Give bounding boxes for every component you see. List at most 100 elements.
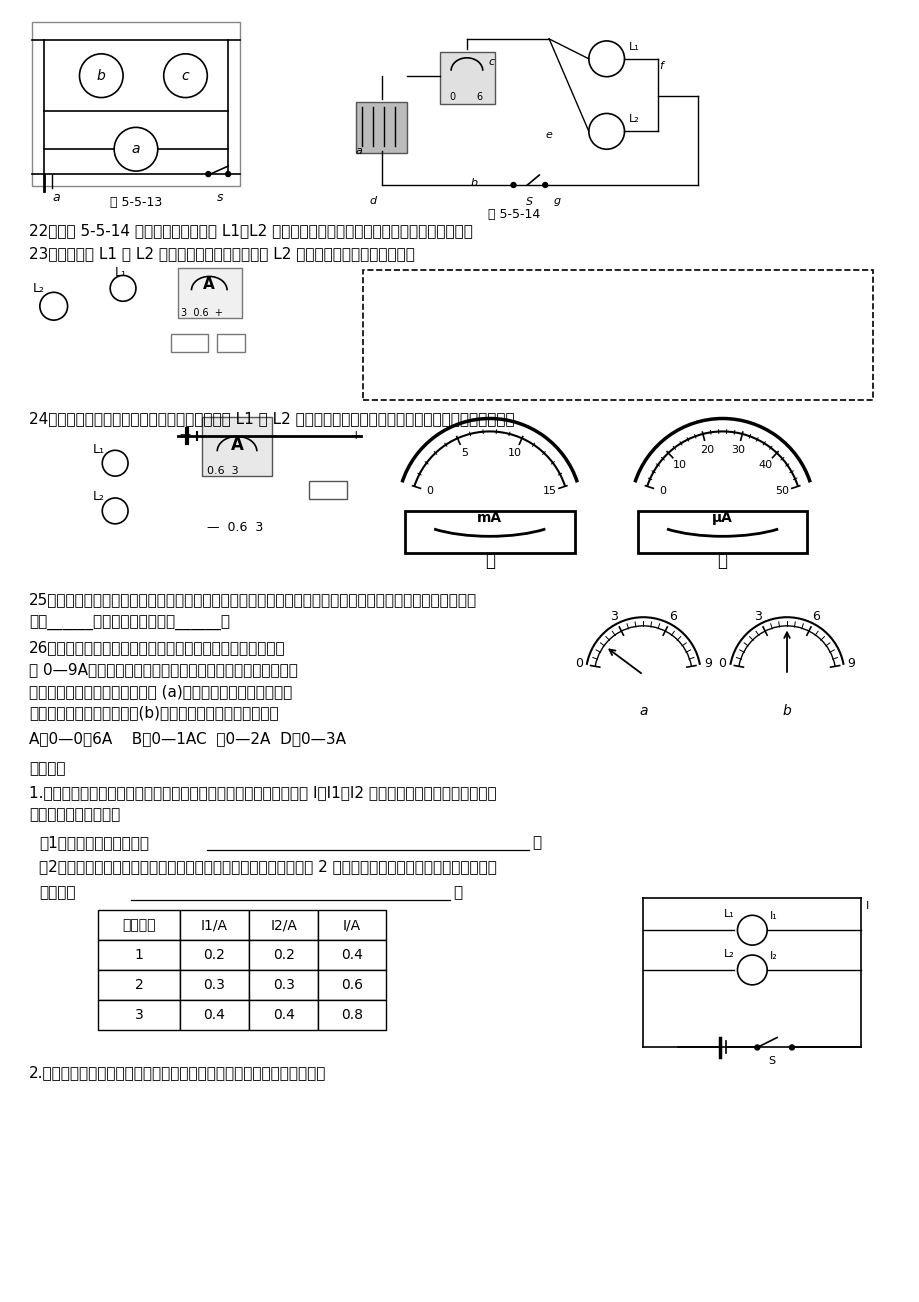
Bar [637,510,807,553]
Text: 图 5-5-13: 图 5-5-13 [109,195,162,208]
Text: 1.某同学进行了如下实验：根据右图连接好实物，用电流表分别测出 I、I1、I2 的电流，改变电源电压，重复实: 1.某同学进行了如下实验：根据右图连接好实物，用电流表分别测出 I、I1、I2 … [28,785,496,801]
Text: 22．如图 5-5-14 所示是用电流表测灯 L1、L2 的总电流，电路连接是否正确？若不对，请改正．: 22．如图 5-5-14 所示是用电流表测灯 L1、L2 的总电流，电路连接是否… [28,223,472,238]
Text: 0.2: 0.2 [272,948,294,962]
Circle shape [737,915,766,945]
Text: c: c [181,69,189,83]
Bar [318,1000,385,1030]
Text: 3: 3 [134,1008,143,1022]
Bar [217,335,244,352]
Text: 30: 30 [731,445,744,454]
Text: s: s [217,191,223,204]
Bar [179,1000,249,1030]
Circle shape [754,1046,759,1049]
Bar [249,940,318,970]
Bar [249,970,318,1000]
Text: 0.2: 0.2 [203,948,225,962]
Bar [32,22,240,186]
Circle shape [79,53,123,98]
Bar [202,417,271,477]
Text: 3: 3 [609,609,618,622]
Text: 验，记录数据如下表。: 验，记录数据如下表。 [28,807,120,822]
Text: 0.6: 0.6 [341,978,363,992]
Text: d: d [369,195,376,206]
Text: L₁: L₁ [115,266,127,279]
Bar [179,910,249,940]
Text: 23．如图，把 L1 和 L2 连成并联电路，用电流表测 L2 的电流，并画出它的电路图。: 23．如图，把 L1 和 L2 连成并联电路，用电流表测 L2 的电流，并画出它… [28,246,414,262]
Text: L₂: L₂ [92,491,104,504]
Text: 0.4: 0.4 [203,1008,225,1022]
Circle shape [110,276,136,301]
Text: g: g [553,195,560,206]
Text: 0.4: 0.4 [272,1008,294,1022]
Text: 实验探究: 实验探究 [28,762,65,776]
Text: A: A [203,277,215,292]
Text: 50: 50 [775,487,789,496]
Text: 0: 0 [659,487,665,496]
Circle shape [206,172,210,177]
Text: 0.3: 0.3 [272,978,294,992]
Text: 0.8: 0.8 [341,1008,363,1022]
Circle shape [102,497,128,523]
Text: 15: 15 [541,487,556,496]
Bar [98,940,179,970]
Text: 0.3: 0.3 [203,978,225,992]
Text: 图 5-5-14: 图 5-5-14 [488,208,540,221]
Circle shape [588,40,624,77]
Text: L₁: L₁ [723,909,733,919]
Text: L₂: L₂ [723,949,733,960]
Text: e: e [545,130,552,141]
Text: a: a [131,142,140,156]
Bar [170,335,208,352]
Text: 25．如图的两个电流表的刻度盘可能你没有见过，但只要仔细观察，你一定能读出它们的示数。甲电流表的示: 25．如图的两个电流表的刻度盘可能你没有见过，但只要仔细观察，你一定能读出它们的… [28,592,477,607]
Text: A: A [231,436,244,454]
Text: 9: 9 [703,658,711,671]
Text: 20: 20 [699,445,713,454]
Text: f: f [659,61,663,70]
Text: 0: 0 [426,487,433,496]
Text: 大量程接入电路，指针位置如图 (a)所示，然后再改用小量程接: 大量程接入电路，指针位置如图 (a)所示，然后再改用小量程接 [28,684,292,699]
Text: （1）该实验探究的问题是: （1）该实验探究的问题是 [39,835,149,850]
Text: 26．在实验室，鲁慧同学发现一个电流表有两个量程，大量程: 26．在实验室，鲁慧同学发现一个电流表有两个量程，大量程 [28,641,285,655]
Text: 乙: 乙 [717,552,727,570]
Text: L₁: L₁ [92,443,104,456]
Text: μA: μA [711,512,732,525]
Bar [439,52,494,104]
Text: 5: 5 [460,448,467,458]
Circle shape [542,182,547,187]
Text: 电流次数: 电流次数 [122,918,155,932]
Bar [179,970,249,1000]
Text: （2）该同学根据实验得出结论：并联电路中干路电流为支路电流的 2 倍。该实验有不完善之处，请你提出改进: （2）该同学根据实验得出结论：并联电路中干路电流为支路电流的 2 倍。该实验有不… [39,858,496,874]
Bar [98,910,179,940]
Text: —: — [179,430,190,440]
Text: a: a [52,191,61,204]
Text: 0.4: 0.4 [341,948,362,962]
Text: 0: 0 [448,91,455,102]
Text: —  0.6  3: — 0.6 3 [207,521,263,534]
Circle shape [102,450,128,477]
Text: 6: 6 [668,609,676,622]
Text: 1: 1 [134,948,143,962]
Text: S: S [526,197,532,207]
Text: 。: 。 [452,885,461,901]
Bar [356,102,407,154]
Text: 的建议：: 的建议： [39,885,75,901]
Text: 3  0.6  +: 3 0.6 + [180,309,222,318]
Text: a: a [639,703,647,717]
Text: 2.为了验证并联电路的电流特点，小薇设计了如图所示的电路进行实验。: 2.为了验证并联电路的电流特点，小薇设计了如图所示的电路进行实验。 [28,1065,326,1081]
Text: I: I [866,901,868,911]
Text: b: b [96,69,106,83]
Bar [362,271,872,400]
Text: 甲: 甲 [484,552,494,570]
Bar [177,268,242,318]
Text: L₂: L₂ [33,281,45,294]
Bar [98,1000,179,1030]
Text: I/A: I/A [343,918,360,932]
Circle shape [510,182,516,187]
Text: 0.6  3: 0.6 3 [207,466,239,477]
Text: c: c [488,57,494,66]
Text: a: a [355,146,362,156]
Text: L₁: L₁ [628,42,639,52]
Text: 3: 3 [753,609,761,622]
Text: b: b [470,178,477,187]
Circle shape [588,113,624,150]
